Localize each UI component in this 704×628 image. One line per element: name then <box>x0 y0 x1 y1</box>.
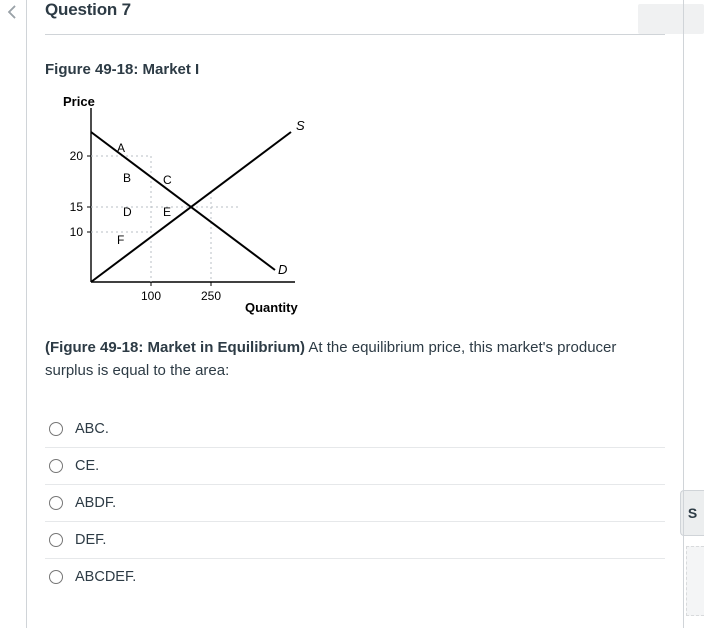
svg-text:Price: Price <box>63 94 95 109</box>
option-label: ABC. <box>75 421 109 437</box>
side-thumb <box>686 546 704 616</box>
svg-text:A: A <box>117 141 125 155</box>
market-chart: 10 15 20 100 250 S D Price Quantity A B C D E F <box>45 92 665 322</box>
question-card: Question 7 Figure 49-18: Market I 10 15 20… <box>26 0 684 628</box>
figure-title: Figure 49-18: Market I <box>45 61 665 78</box>
option-label: ABDF. <box>75 495 116 511</box>
option-radio[interactable] <box>49 459 63 473</box>
answer-options: ABC. CE. ABDF. DEF. ABCDEF. <box>45 411 665 595</box>
question-text: (Figure 49-18: Market in Equilibrium) At… <box>45 336 665 383</box>
side-tab-label: S <box>688 505 697 521</box>
question-bold: (Figure 49-18: Market in Equilibrium) <box>45 339 305 356</box>
option-label: DEF. <box>75 532 106 548</box>
prev-arrow[interactable] <box>0 0 26 24</box>
svg-text:F: F <box>117 233 124 247</box>
svg-text:E: E <box>163 205 171 219</box>
svg-text:C: C <box>163 173 172 187</box>
option-radio[interactable] <box>49 533 63 547</box>
svg-text:20: 20 <box>70 149 84 163</box>
option-label: CE. <box>75 458 99 474</box>
svg-text:D: D <box>278 262 287 277</box>
option-radio[interactable] <box>49 496 63 510</box>
question-header: Question 7 <box>45 0 665 35</box>
svg-text:Quantity: Quantity <box>245 300 298 315</box>
option-row[interactable]: ABC. <box>45 411 665 448</box>
svg-text:15: 15 <box>70 200 84 214</box>
option-radio[interactable] <box>49 570 63 584</box>
option-row[interactable]: CE. <box>45 448 665 485</box>
option-row[interactable]: ABCDEF. <box>45 559 665 595</box>
option-row[interactable]: DEF. <box>45 522 665 559</box>
svg-text:10: 10 <box>70 225 84 239</box>
svg-text:D: D <box>123 205 132 219</box>
option-row[interactable]: ABDF. <box>45 485 665 522</box>
svg-text:B: B <box>123 171 131 185</box>
svg-text:100: 100 <box>141 289 161 303</box>
svg-text:S: S <box>296 118 305 133</box>
option-label: ABCDEF. <box>75 569 136 585</box>
svg-text:250: 250 <box>201 289 221 303</box>
option-radio[interactable] <box>49 422 63 436</box>
